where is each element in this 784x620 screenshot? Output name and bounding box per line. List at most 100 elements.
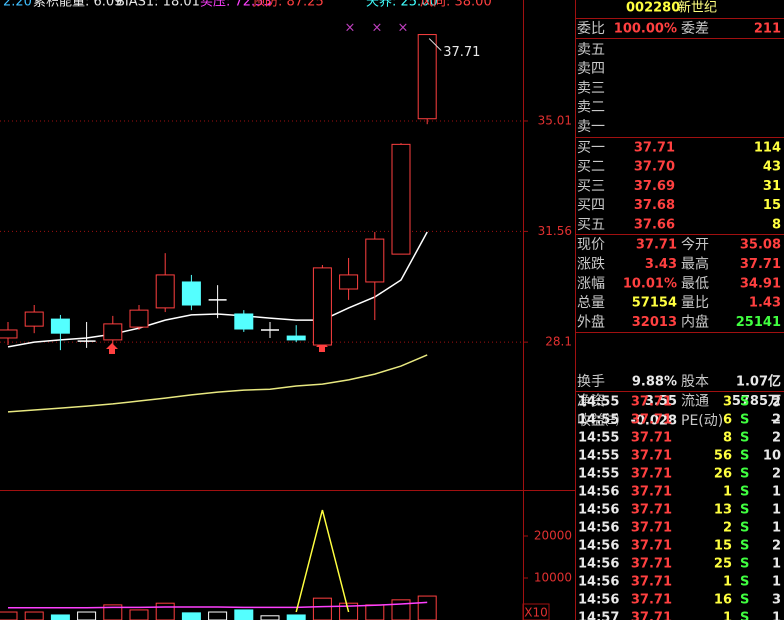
quote-label: PE(动) (681, 413, 723, 429)
trade-price: 37.71 (631, 521, 672, 536)
high-annotation: 37.71 (443, 45, 480, 60)
trade-volume: 15 (714, 539, 732, 554)
trade-side: S (740, 431, 749, 446)
buy-label: 买五 (577, 217, 605, 233)
candle-body (155, 274, 175, 309)
volume-bar (234, 609, 254, 620)
quote-value: − (770, 413, 781, 428)
candle-body (417, 34, 437, 120)
volume-bar (155, 602, 175, 620)
trade-time: 14:56 (578, 593, 619, 608)
trade-price: 37.71 (631, 395, 672, 410)
trade-price: 37.71 (631, 575, 672, 590)
sell-label: 卖二 (577, 100, 605, 116)
trade-price: 37.71 (631, 557, 672, 572)
trade-volume: 26 (714, 467, 732, 482)
quote-label: 委比 (577, 21, 605, 37)
trade-count: 2 (772, 467, 781, 482)
y-tick-label: 31.56 (538, 224, 572, 238)
trade-side: S (740, 593, 749, 608)
multiplier-box (522, 603, 550, 620)
quote-value: 25141 (736, 315, 781, 330)
trade-time: 14:55 (578, 467, 619, 482)
quote-value: -0.028 (630, 413, 677, 428)
sell-label: 卖四 (577, 61, 605, 77)
trade-side: S (740, 539, 749, 554)
stock-name: 新世纪 (678, 0, 717, 16)
trade-side: S (740, 413, 749, 428)
quote-value: 57154 (632, 296, 677, 311)
quote-value: 37.71 (636, 238, 677, 253)
stock-code: 002280 (626, 1, 680, 16)
trade-time: 14:55 (578, 431, 619, 446)
buy-price: 37.66 (634, 217, 675, 232)
quote-value: 100.00% (614, 22, 677, 37)
annotation-pointer (428, 38, 442, 51)
buy-price: 37.71 (634, 141, 675, 156)
quote-label: 最低 (681, 276, 709, 292)
indicator-label: 2.20 (3, 0, 32, 10)
indicator-label: 预防: 87.25 (252, 0, 324, 10)
volume-bar (208, 611, 228, 620)
buy-price: 37.68 (634, 198, 675, 213)
quote-label: 内盘 (681, 314, 709, 331)
candle-body (312, 267, 332, 346)
trade-price: 37.71 (631, 503, 672, 518)
buy-label: 买三 (577, 178, 605, 194)
quote-label: 涨跌 (577, 256, 605, 272)
buy-volume: 8 (772, 217, 781, 232)
quote-label: 股本 (681, 374, 709, 390)
volume-bar (103, 604, 123, 620)
quote-value: 32013 (632, 315, 677, 330)
trade-time: 14:55 (578, 413, 619, 428)
indicator-label: 买压: 72.53 (200, 0, 272, 10)
candle-body (339, 274, 359, 290)
trade-side: S (740, 395, 749, 410)
trade-time: 14:55 (578, 395, 619, 410)
volume-bar (77, 611, 97, 620)
quote-value: 211 (754, 22, 781, 37)
volume-bar (391, 599, 411, 620)
volume-line (8, 601, 428, 609)
trade-side: S (740, 611, 749, 620)
quote-label: 今开 (681, 237, 709, 253)
buy-price: 37.69 (634, 179, 675, 194)
buy-volume: 114 (754, 141, 781, 156)
trade-count: 1 (772, 521, 781, 536)
buy-volume: 31 (763, 179, 781, 194)
trade-price: 37.71 (631, 413, 672, 428)
indicator-label: 天养: 25.00 (366, 0, 438, 10)
candle-body (234, 313, 254, 330)
quote-label: 委差 (681, 21, 709, 37)
candle-body (129, 309, 149, 328)
quote-label: 换手 (577, 373, 605, 390)
volume-bar (365, 604, 385, 620)
quote-label: 现价 (577, 237, 605, 253)
quote-dividers (575, 18, 784, 392)
volume-bar (260, 615, 280, 620)
y-tick-label: 28.1 (545, 335, 572, 349)
quote-label: 流通 (681, 393, 709, 409)
quote-value: 10.01% (623, 276, 677, 291)
indicator-label: BIAS1: 18.01 (116, 0, 200, 10)
candle-body (365, 238, 385, 283)
trade-count: 1 (772, 503, 781, 518)
buy-volume: 43 (763, 160, 781, 175)
buy-label: 买一 (577, 140, 605, 156)
quote-label: 总量 (577, 295, 605, 311)
trade-side: S (740, 467, 749, 482)
multiplier-label: X10 (524, 606, 548, 620)
trade-time: 14:56 (578, 557, 619, 572)
trade-price: 37.71 (631, 449, 672, 464)
trade-price: 37.71 (631, 539, 672, 554)
volume-bar (312, 597, 332, 620)
quote-value: 9.88% (632, 375, 677, 390)
quote-header-bg (576, 0, 784, 18)
trade-volume: 1 (723, 485, 732, 500)
trade-count: 2 (772, 431, 781, 446)
sell-label: 卖三 (577, 80, 605, 96)
trade-side: S (740, 575, 749, 590)
trade-count: 2 (772, 413, 781, 428)
trade-side: S (740, 449, 749, 464)
